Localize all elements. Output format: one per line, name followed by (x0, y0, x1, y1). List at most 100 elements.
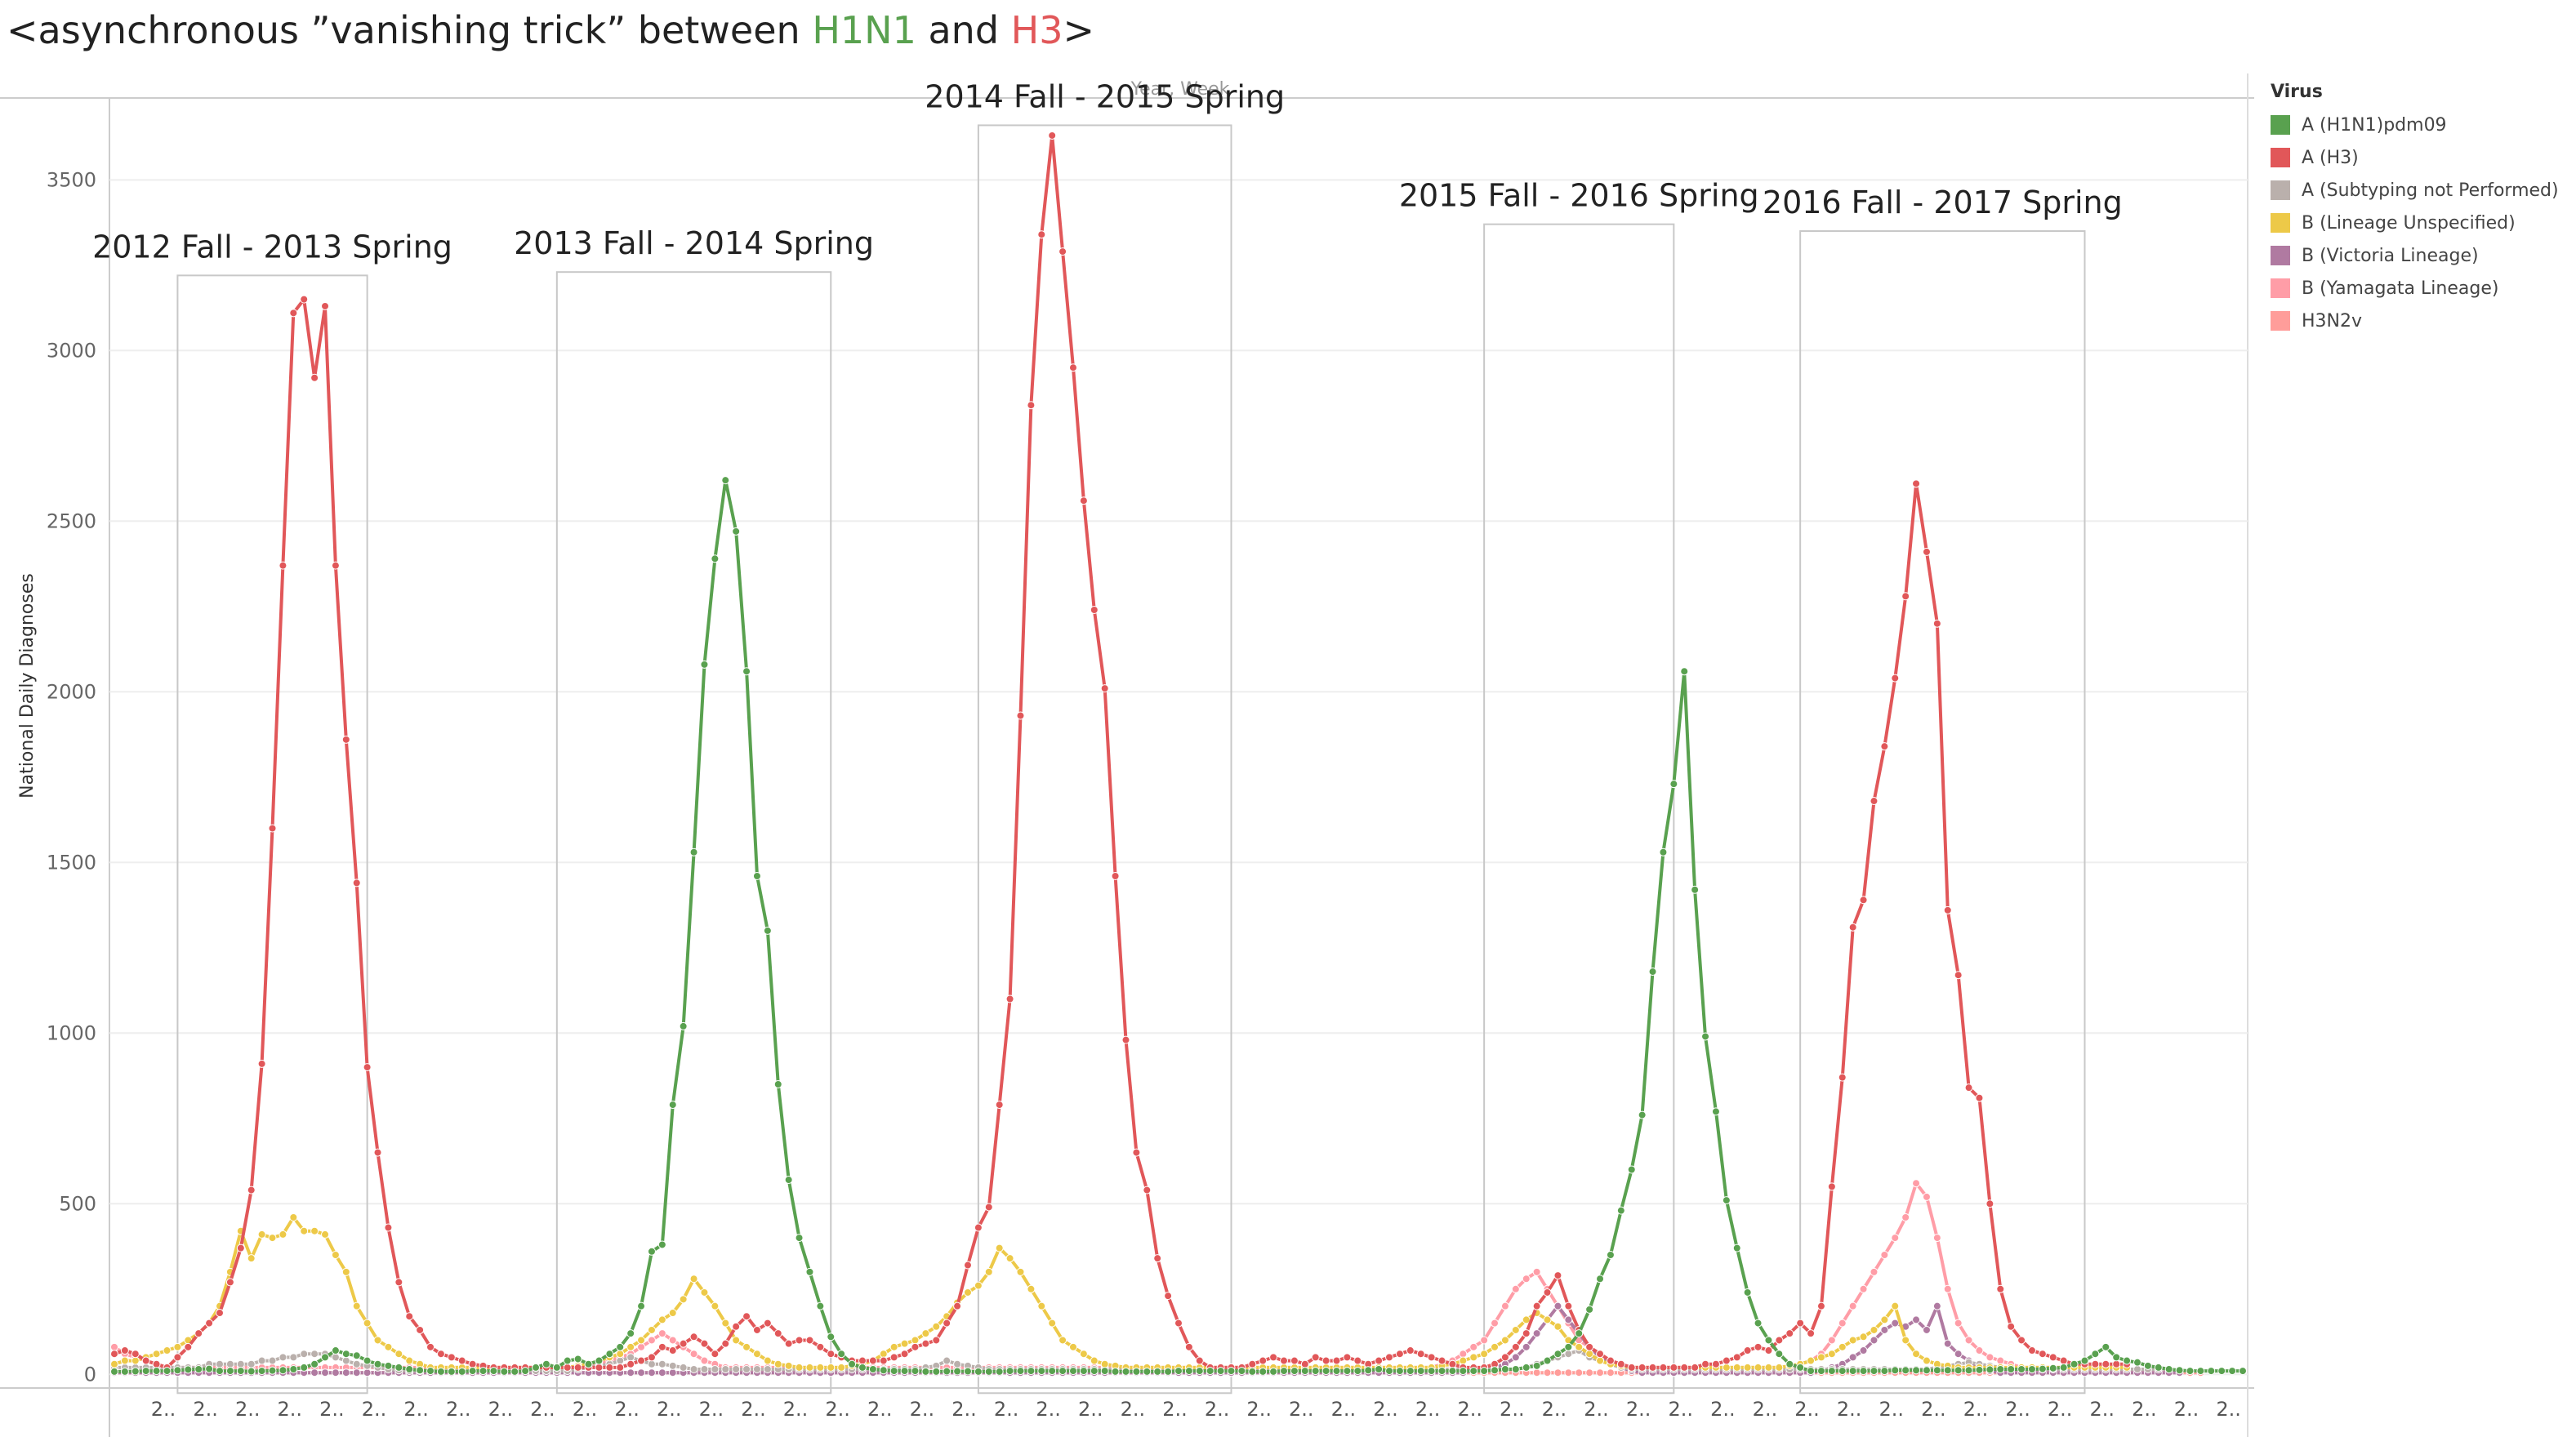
data-point (1964, 1336, 1973, 1345)
series-0 (110, 476, 2247, 1376)
x-tick-label: 2.. (2090, 1398, 2115, 1421)
data-point (700, 1365, 709, 1374)
data-point (1459, 1367, 1468, 1376)
data-point (732, 1336, 741, 1345)
legend-item[interactable]: A (H1N1)pdm09 (2271, 109, 2559, 141)
data-point (1532, 1329, 1541, 1338)
data-point (1932, 619, 1941, 628)
data-point (1585, 1305, 1594, 1314)
data-point (963, 1288, 972, 1297)
data-point (616, 1363, 625, 1372)
data-point (963, 1261, 972, 1270)
data-point (689, 848, 698, 856)
data-point (310, 1359, 319, 1368)
data-point (257, 1367, 266, 1376)
data-point (1680, 667, 1689, 676)
data-point (1922, 1366, 1931, 1375)
data-point (321, 1230, 330, 1239)
data-point (1090, 1356, 1099, 1365)
x-tick-label: 2.. (699, 1398, 724, 1421)
data-point (1880, 742, 1889, 751)
data-point (268, 1356, 277, 1365)
legend-label: H3N2v (2302, 310, 2363, 331)
x-tick-label: 2.. (193, 1398, 218, 1421)
data-point (1491, 1319, 1500, 1328)
x-tick-label: 2.. (2174, 1398, 2199, 1421)
data-point (1975, 1093, 1984, 1102)
data-point (1880, 1250, 1889, 1259)
x-tick-label: 2.. (1626, 1398, 1651, 1421)
data-point (236, 1367, 245, 1376)
data-point (805, 1363, 814, 1372)
data-point (2091, 1359, 2100, 1368)
legend-item[interactable]: H3N2v (2271, 305, 2559, 337)
series-1 (110, 131, 2132, 1372)
data-point (668, 1101, 677, 1110)
data-point (436, 1350, 445, 1359)
data-point (1395, 1367, 1404, 1376)
data-point (1870, 1267, 1879, 1276)
data-point (541, 1359, 550, 1368)
data-point (120, 1346, 129, 1355)
data-point (1321, 1367, 1330, 1376)
data-point (1100, 1359, 1109, 1368)
data-point (1259, 1367, 1268, 1376)
x-tick-label: 2.. (1500, 1398, 1525, 1421)
data-point (795, 1336, 804, 1345)
data-point (953, 1359, 962, 1368)
legend-item[interactable]: A (Subtyping not Performed) (2271, 174, 2559, 207)
data-point (932, 1336, 941, 1345)
data-point (1870, 1336, 1879, 1345)
data-point (2228, 1367, 2237, 1376)
data-point (1848, 1353, 1857, 1362)
data-point (352, 879, 361, 888)
data-point (236, 1359, 245, 1368)
data-point (763, 1365, 772, 1374)
legend-item[interactable]: B (Lineage Unspecified) (2271, 207, 2559, 239)
data-point (1048, 1319, 1057, 1328)
data-point (300, 1350, 309, 1359)
season-box (1799, 230, 2086, 1395)
data-point (2164, 1365, 2173, 1374)
data-point (1311, 1367, 1320, 1376)
data-point (984, 1203, 993, 1212)
data-point (173, 1342, 182, 1351)
data-point (1269, 1367, 1278, 1376)
data-point (2007, 1365, 2016, 1374)
chart-title: <asynchronous ”vanishing trick” between … (7, 8, 1095, 52)
legend-item[interactable]: B (Yamagata Lineage) (2271, 272, 2559, 305)
data-point (1480, 1367, 1489, 1376)
data-point (1248, 1367, 1257, 1376)
x-tick-label: 2.. (235, 1398, 261, 1421)
data-point (637, 1336, 646, 1345)
legend-item[interactable]: B (Victoria Lineage) (2271, 239, 2559, 272)
data-point (205, 1364, 214, 1373)
data-point (1532, 1361, 1541, 1370)
data-point (647, 1359, 656, 1368)
x-tick-label: 2.. (2048, 1398, 2073, 1421)
data-point (1480, 1350, 1489, 1359)
data-point (479, 1367, 488, 1376)
data-point (921, 1339, 930, 1348)
y-tick-label: 0 (84, 1363, 96, 1386)
x-tick-label: 2.. (1373, 1398, 1398, 1421)
data-point (1395, 1350, 1404, 1359)
data-point (1532, 1301, 1541, 1310)
data-point (521, 1367, 530, 1376)
season-label: 2012 Fall - 2013 Spring (92, 229, 452, 265)
data-point (2217, 1367, 2226, 1376)
data-point (173, 1353, 182, 1362)
legend-swatch (2271, 246, 2290, 265)
data-point (1100, 1367, 1109, 1376)
data-point (1816, 1353, 1825, 1362)
data-point (1553, 1271, 1562, 1280)
data-point (416, 1366, 425, 1375)
data-point (647, 1325, 656, 1334)
legend-item[interactable]: A (H3) (2271, 141, 2559, 174)
data-point (953, 1367, 962, 1376)
data-point (1553, 1301, 1562, 1310)
data-point (2239, 1367, 2247, 1376)
data-point (742, 1365, 751, 1374)
x-tick-label: 2.. (1753, 1398, 1778, 1421)
data-point (1585, 1350, 1594, 1359)
